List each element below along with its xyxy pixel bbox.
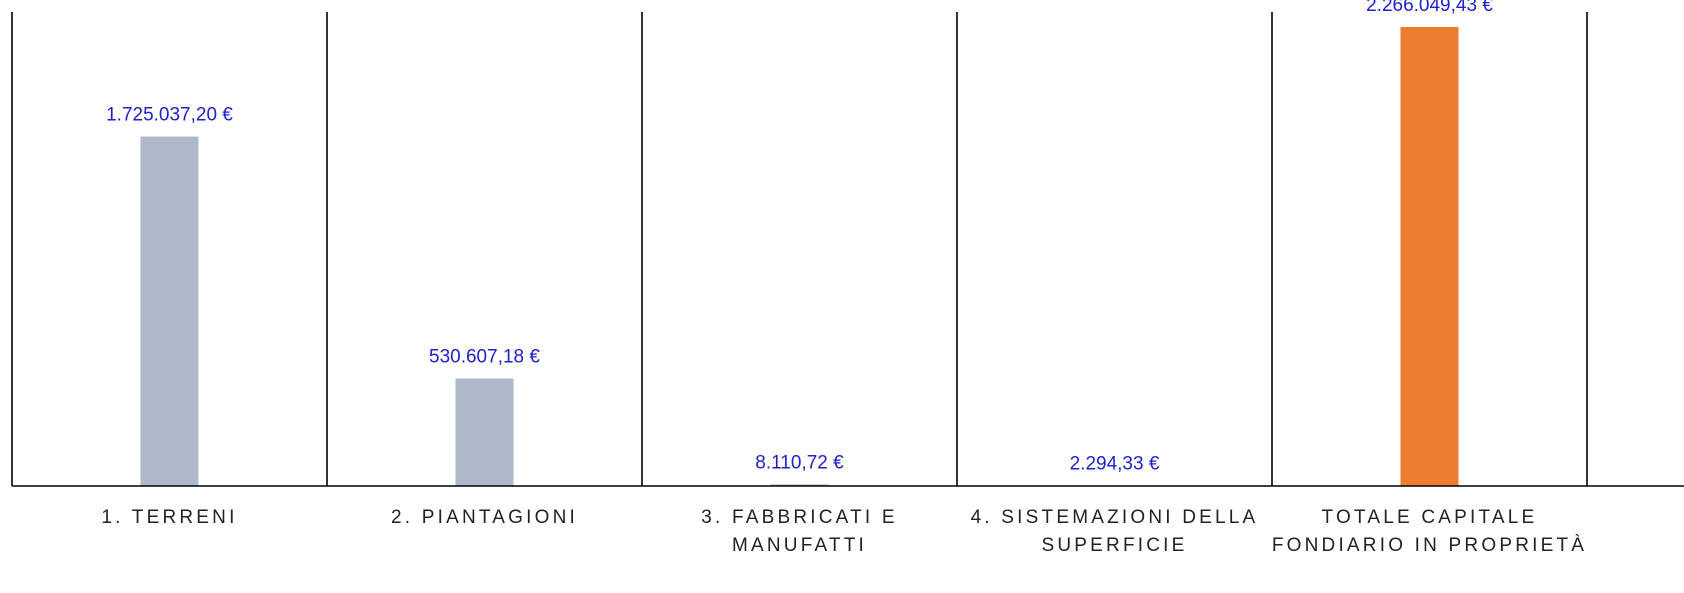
category-label: 2. PIANTAGIONI [391, 507, 578, 528]
bar [140, 136, 199, 486]
value-label: 8.110,72 € [755, 452, 844, 473]
category-label: TOTALE CAPITALE [1322, 507, 1538, 528]
category-label: SUPERFICIE [1041, 535, 1187, 556]
value-label: 2.266.049,43 € [1366, 0, 1493, 16]
category-labels: 1. TERRENI 2. PIANTAGIONI 3. FABBRICATI E M… [101, 507, 1587, 556]
panel-separators [11, 12, 1588, 486]
category-label: FONDIARIO IN PROPRIETÀ [1272, 535, 1587, 556]
value-label: 2.294,33 € [1070, 454, 1160, 475]
category-label: 4. SISTEMAZIONI DELLA [971, 507, 1259, 528]
bar [455, 378, 514, 486]
bar [1400, 26, 1459, 486]
bars [140, 26, 1459, 487]
category-label: 1. TERRENI [101, 507, 237, 528]
bar [770, 484, 829, 486]
value-labels: 1.725.037,20 € 530.607,18 € 8.110,72 € 2.29… [106, 0, 1493, 475]
value-label: 1.725.037,20 € [106, 105, 233, 126]
category-label: 3. FABBRICATI E [701, 507, 898, 528]
value-label: 530.607,18 € [429, 347, 540, 368]
category-label: MANUFATTI [732, 535, 867, 556]
